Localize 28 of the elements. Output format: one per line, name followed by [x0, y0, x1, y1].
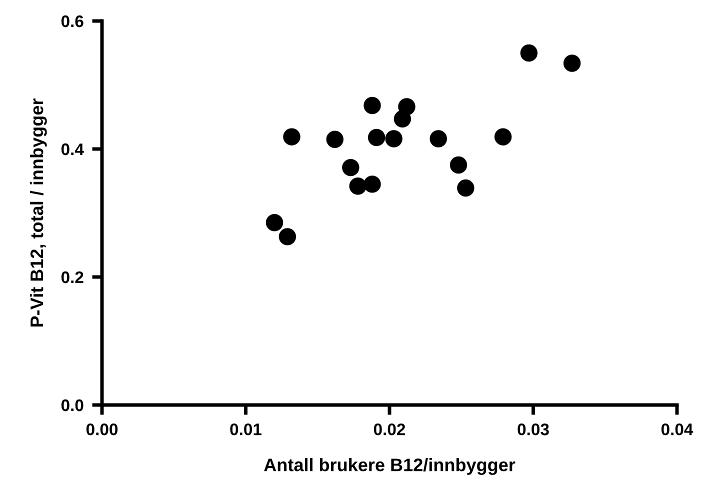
point	[364, 176, 381, 193]
point	[520, 44, 538, 62]
y-axis-title: P-Vit B12, total / innbygger	[30, 98, 47, 326]
point	[494, 128, 512, 146]
x-tick-label: 0.00	[86, 423, 118, 436]
x-tick-label: 0.03	[518, 423, 549, 436]
x-tick-label: 0.01	[230, 423, 262, 436]
x-axis-title: Antall brukere B12/innbygger	[264, 458, 516, 475]
point	[278, 228, 296, 246]
point	[563, 54, 581, 72]
point	[430, 130, 447, 148]
x-tick-label: 0.04	[661, 423, 694, 436]
y-tick-label: 0.6	[61, 15, 84, 28]
point	[450, 156, 468, 174]
y-tick-label: 0.4	[61, 143, 84, 156]
point	[364, 96, 381, 114]
point	[385, 130, 402, 148]
point	[368, 128, 386, 146]
point	[266, 214, 284, 232]
y-tick-label: 0.2	[61, 271, 84, 284]
x-tick-label: 0.02	[374, 423, 406, 436]
point	[283, 128, 300, 146]
point	[342, 158, 360, 176]
point	[398, 98, 416, 116]
y-tick-label: 0.0	[61, 399, 84, 412]
point	[457, 179, 474, 197]
point	[326, 130, 344, 148]
point	[349, 178, 366, 195]
